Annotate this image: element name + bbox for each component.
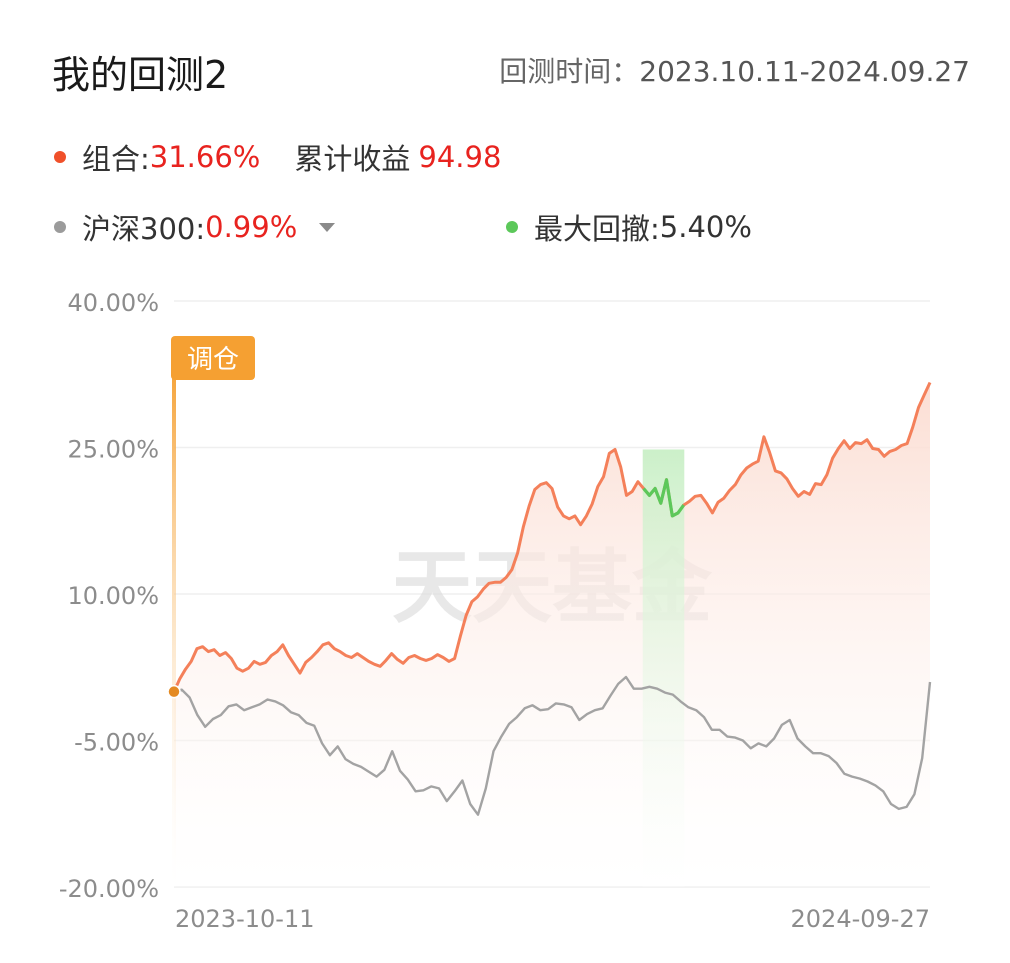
cumulative-label: 累计收益 [294, 142, 411, 176]
rebalance-tag-label: 调仓 [187, 345, 239, 375]
portfolio-line [172, 381, 932, 693]
portfolio-area [174, 382, 930, 887]
page-title: 我的回测2 [52, 53, 229, 97]
drawdown-legend-dot [506, 221, 518, 233]
drawdown-band [642, 449, 685, 887]
drawdown-line [642, 478, 685, 518]
portfolio-summary: 组合: 31.66% 累计收益 94.98 [54, 136, 501, 178]
drawdown-label: 最大回撤: [534, 212, 660, 246]
y-tick-label: 25.00% [67, 436, 159, 464]
max-drawdown-summary: 最大回撤: 5.40% [506, 206, 752, 248]
period-value: 2023.10.11-2024.09.27 [639, 55, 970, 88]
chart-marks: 调仓 [167, 336, 932, 887]
backtest-line-chart: 40.00%25.00%10.00%-5.00%-20.00% 天天基金 调仓 … [59, 289, 932, 933]
y-tick-label: 10.00% [67, 582, 159, 610]
drawdown-value: 5.40% [659, 210, 752, 244]
y-tick-label: 40.00% [67, 289, 159, 317]
start-point [167, 684, 181, 699]
benchmark-selector[interactable]: 沪深300: 0.99% [54, 206, 336, 248]
benchmark-return: 0.99% [205, 210, 298, 244]
rebalance-line [172, 360, 176, 887]
y-tick-label: -5.00% [74, 729, 159, 757]
y-tick-label: -20.00% [59, 875, 159, 903]
x-start-label: 2023-10-11 [175, 905, 314, 933]
period-label: 回测时间： [499, 55, 640, 88]
portfolio-return: 31.66% [149, 140, 261, 174]
backtest-period: 回测时间：2023.10.11-2024.09.27 [499, 50, 970, 90]
portfolio-legend-dot [54, 151, 66, 163]
x-end-label: 2024-09-27 [791, 905, 930, 933]
benchmark-legend-dot [54, 221, 66, 233]
benchmark-line [173, 675, 932, 816]
rebalance-tag [171, 336, 255, 380]
cumulative-value: 94.98 [418, 140, 502, 174]
caret-down-icon[interactable] [319, 222, 336, 232]
portfolio-label: 组合: [82, 142, 150, 176]
benchmark-label: 沪深300: [82, 212, 206, 246]
y-axis-ticks: 40.00% 25.00% 10.00% -5.00% -20.00% [59, 289, 159, 903]
